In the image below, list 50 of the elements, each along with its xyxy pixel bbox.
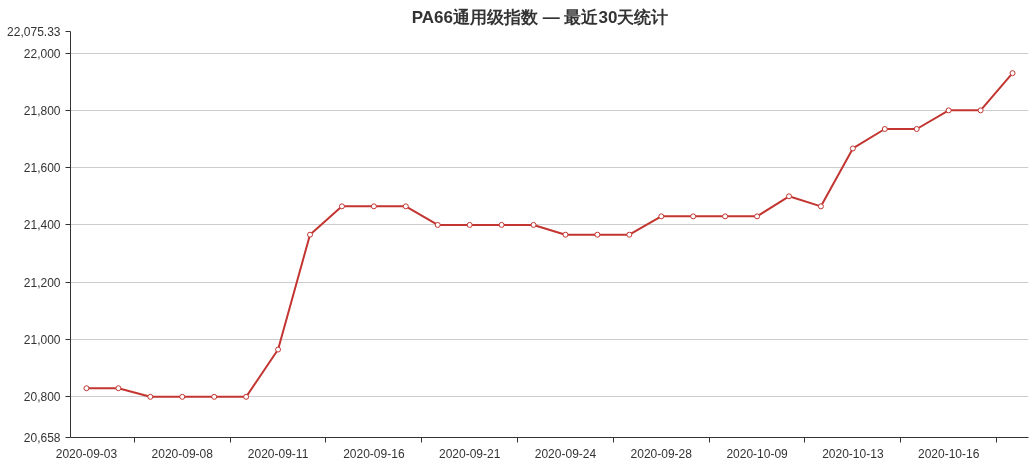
y-tick-label: 21,800 [23,103,61,118]
point [722,213,729,220]
point [498,221,505,228]
y-tick-label: 22,000 [23,46,61,61]
point [147,393,154,400]
x-tick-label: 2020-09-28 [630,446,693,461]
point [466,221,473,228]
y-tick-label: 21,200 [23,275,61,290]
point [83,385,90,392]
x-tick-label: 2020-09-03 [55,446,118,461]
chart-title: PA66通用级指数 — 最近30天统计 [411,7,669,27]
point [849,145,856,152]
point [275,346,282,353]
x-tick-label: 2020-09-24 [534,446,597,461]
point [562,231,569,238]
y-tick-label: 21,600 [23,161,61,176]
point [881,125,888,132]
x-tick-label: 2020-09-11 [247,446,309,461]
x-tick-label: 2020-09-16 [343,446,405,461]
point [817,203,824,210]
point [658,213,665,220]
x-tick-label: 2020-10-09 [726,446,789,461]
point [945,107,952,114]
point [754,213,761,220]
y-tick-label: 20,658 [23,431,61,445]
point [913,125,920,132]
point [530,221,537,228]
x-tick-label: 2020-10-13 [822,446,884,461]
point [179,393,186,400]
point [211,393,218,400]
point [690,213,697,220]
x-tick-label: 2020-09-08 [151,446,214,461]
y-tick-label: 22,075.33 [7,25,61,39]
x-tick-label: 2020-09-21 [438,446,501,461]
point [786,193,792,200]
point [434,221,441,228]
point [370,203,377,210]
point [594,231,601,238]
point [1009,70,1016,77]
point [115,385,122,392]
point [243,393,250,400]
y-tick-label: 21,400 [23,218,61,233]
point [977,107,984,114]
x-tick-label: 2020-10-16 [917,446,980,461]
y-tick-label: 20,800 [23,390,61,405]
point [402,203,409,210]
y-tick-label: 21,000 [23,333,61,348]
point [626,231,633,238]
point [307,231,313,238]
point [338,203,345,210]
